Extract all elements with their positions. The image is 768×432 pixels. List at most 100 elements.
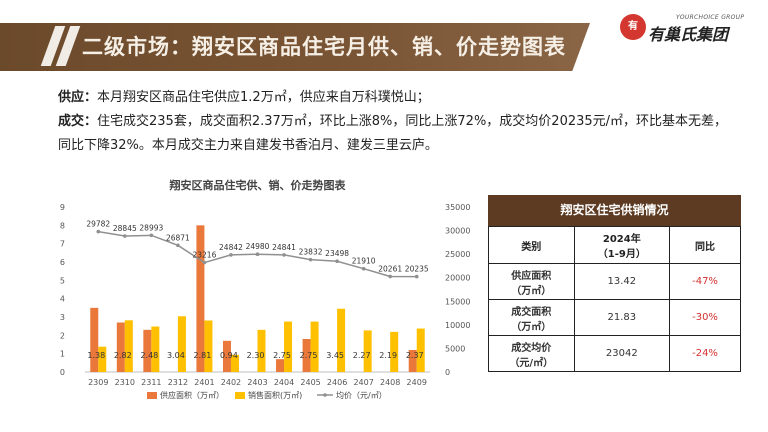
sales-data-label: 3.45 <box>326 351 344 360</box>
price-data-label: 23498 <box>325 249 349 258</box>
x-axis-tick-label: 2406 <box>327 378 347 387</box>
sales-data-label: 2.27 <box>353 351 371 360</box>
supply-bar <box>116 322 125 372</box>
row-category-unit: （万㎡） <box>511 285 552 297</box>
supply-bar <box>196 225 205 372</box>
table-row: 成交均价 （元/㎡） 23042 -24% <box>488 335 741 372</box>
sales-bar <box>390 331 399 372</box>
price-data-label: 21910 <box>352 257 376 266</box>
legend-sales-label: 销售面积(万㎡) <box>248 390 302 400</box>
price-point <box>388 274 392 279</box>
sales-data-label: 2.82 <box>114 351 132 360</box>
sales-bar <box>177 316 186 372</box>
price-point <box>335 259 339 264</box>
x-axis-tick-label: 2312 <box>168 378 188 387</box>
sales-bar <box>337 308 346 372</box>
price-point <box>202 260 207 265</box>
supply-label: 供应： <box>58 90 98 105</box>
legend-price-label: 均价（元/㎡） <box>336 390 387 400</box>
price-point <box>123 234 127 238</box>
x-axis-tick-label: 2408 <box>380 378 400 387</box>
row-value: 23042 <box>573 335 671 372</box>
price-point <box>176 243 180 248</box>
x-axis-tick-label: 2311 <box>141 378 161 387</box>
price-data-label: 28993 <box>139 223 163 232</box>
row-yoy: -24% <box>669 335 741 372</box>
price-data-label: 23832 <box>299 248 323 257</box>
right-axis-tick-label: 0 <box>445 368 450 377</box>
chart-title: 翔安区商品住宅供、销、价走势图表 <box>169 178 347 192</box>
trend-chart: 翔安区商品住宅供、销、价走势图表 0 1 2 3 4 5 6 7 8 9 0 5000 10000 1500… <box>45 172 485 412</box>
legend-supply-label: 供应面积（万㎡） <box>160 390 224 400</box>
header-period: 2024年 （1-9月） <box>573 226 671 264</box>
table-row: 成交面积 （万㎡） 21.83 -30% <box>488 299 741 336</box>
supply-text: 本月翔安区商品住宅供应1.2万㎡，供应来自万科璞悦山； <box>97 90 430 105</box>
sales-data-label: 2.81 <box>194 351 212 360</box>
table-header-row: 类别 2024年 （1-9月） 同比 <box>488 226 741 264</box>
right-axis-tick-label: 15000 <box>445 297 470 306</box>
logo-mark-icon: 有 <box>620 14 646 40</box>
sales-data-label: 2.75 <box>300 351 318 360</box>
sales-data-label: 1.38 <box>87 351 105 360</box>
header-yoy: 同比 <box>669 226 741 264</box>
x-axis-tick-label: 2310 <box>115 378 135 387</box>
sales-bar <box>124 320 133 372</box>
x-axis-tick-label: 2401 <box>194 378 214 387</box>
price-point <box>229 253 233 257</box>
row-category-unit: （万㎡） <box>511 321 552 333</box>
sales-bar <box>98 346 107 372</box>
sales-bar <box>310 321 319 372</box>
row-yoy: -47% <box>669 263 741 300</box>
row-value: 21.83 <box>573 299 671 336</box>
sales-bar <box>284 321 293 372</box>
price-data-label: 20261 <box>378 264 402 273</box>
price-point <box>255 252 260 257</box>
supply-bar <box>90 307 99 372</box>
price-data-label: 24980 <box>246 242 270 251</box>
header-category: 类别 <box>488 226 575 264</box>
x-axis-tick-label: 2407 <box>353 378 373 387</box>
x-axis-tick-label: 2402 <box>221 378 241 387</box>
sales-data-label: 2.48 <box>140 351 158 360</box>
sales-data-label: 3.04 <box>167 351 185 360</box>
sales-data-label: 2.75 <box>273 351 291 360</box>
row-category: 成交均价 （元/㎡） <box>488 335 575 372</box>
left-axis-tick-label: 2 <box>60 331 65 340</box>
deal-label: 成交： <box>58 114 98 129</box>
price-data-label: 24841 <box>272 243 296 252</box>
left-axis-tick-label: 1 <box>60 350 65 359</box>
company-logo: 有 YOURCHOICE GROUP 有巢氏集团 <box>620 6 760 46</box>
legend-sales-swatch <box>235 392 245 399</box>
supply-bar <box>276 359 285 372</box>
trend-chart-svg: 翔安区商品住宅供、销、价走势图表 0 1 2 3 4 5 6 7 8 9 0 5000 10000 1500… <box>60 178 471 400</box>
row-category-unit: （元/㎡） <box>509 357 554 369</box>
price-point <box>96 229 101 234</box>
left-axis-tick-label: 4 <box>60 295 65 304</box>
sales-bar <box>151 326 160 372</box>
x-axis-tick-label: 2404 <box>274 378 294 387</box>
logo-english-name: YOURCHOICE GROUP <box>676 14 745 21</box>
left-axis-tick-label: 9 <box>60 203 65 212</box>
sales-data-label: 2.19 <box>379 351 397 360</box>
row-value: 13.42 <box>573 263 671 300</box>
left-axis-tick-label: 8 <box>60 221 65 230</box>
supply-bar <box>302 339 311 372</box>
price-point <box>414 274 419 279</box>
row-category-name: 供应面积 <box>511 270 552 282</box>
sales-bar <box>416 328 425 372</box>
row-category: 成交面积 （万㎡） <box>488 299 575 336</box>
sales-data-label: 2.30 <box>247 351 265 360</box>
right-axis-tick-label: 10000 <box>445 321 470 330</box>
x-axis-tick-label: 2403 <box>247 378 267 387</box>
supply-sales-grid: 类别 2024年 （1-9月） 同比 供应面积 （万㎡） 13.42 -47% 成交… <box>488 226 741 372</box>
header-period-year: 2024年 <box>602 234 641 245</box>
price-data-label: 26871 <box>166 233 190 242</box>
page-header: 二级市场：翔安区商品住宅月供、销、价走势图表 <box>0 0 768 71</box>
left-axis-tick-label: 6 <box>60 258 65 267</box>
left-axis-tick-label: 5 <box>60 276 65 285</box>
right-axis-tick-label: 5000 <box>445 344 465 353</box>
deal-text: 住宅成交235套，成交面积2.37万㎡，环比上涨8%，同比上涨72%，成交均价2… <box>58 114 728 153</box>
x-axis-tick-label: 2405 <box>300 378 320 387</box>
price-point <box>282 253 286 257</box>
row-yoy: -30% <box>669 299 741 336</box>
